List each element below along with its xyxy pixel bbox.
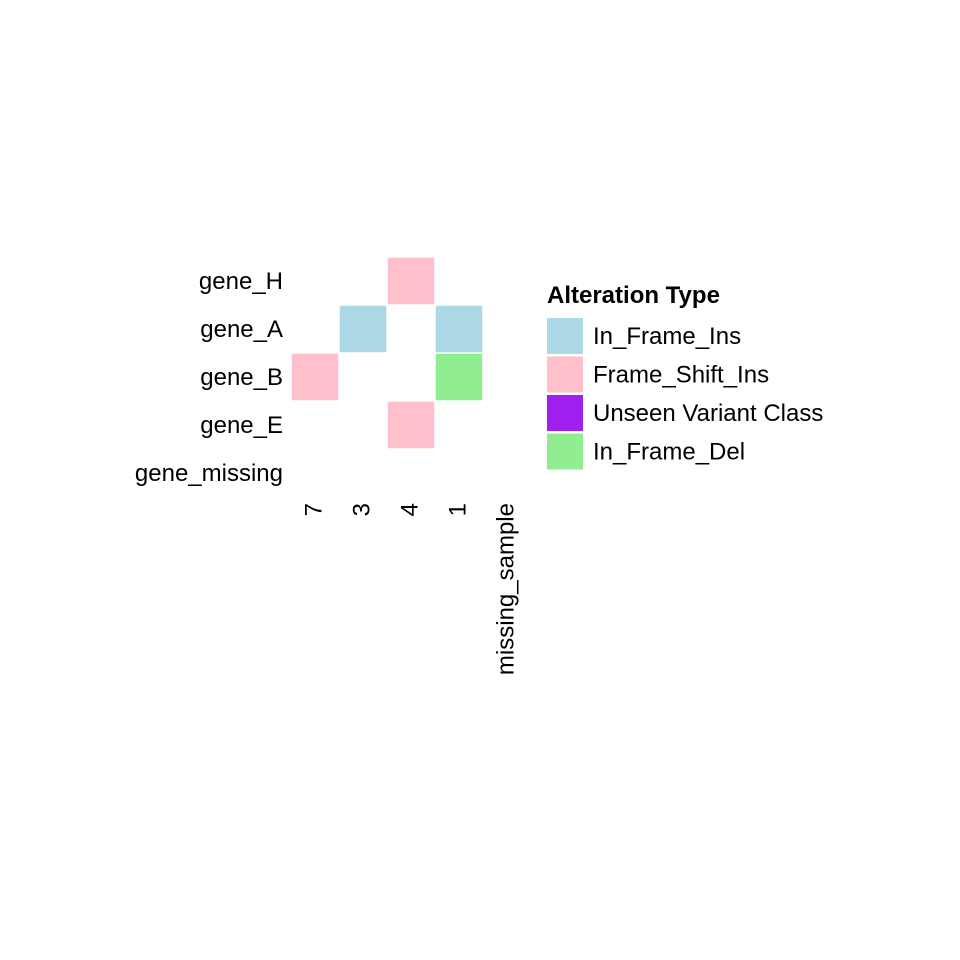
row-label-gene_B: gene_B	[200, 364, 283, 391]
heatmap-cell-gene_B-7	[291, 353, 339, 401]
legend-title: Alteration Type	[547, 282, 720, 309]
row-label-gene_H: gene_H	[199, 268, 283, 295]
row-label-gene_missing: gene_missing	[135, 460, 283, 487]
column-labels: 7 3 4 1 missing_sample	[300, 503, 519, 675]
heatmap-cell-gene_B-1	[435, 353, 483, 401]
legend-swatch-Unseen Variant Class	[547, 395, 583, 431]
legend-swatch-In_Frame_Del	[547, 433, 583, 470]
legend-swatch-In_Frame_Ins	[547, 318, 583, 354]
row-label-gene_E: gene_E	[200, 412, 283, 439]
legend-swatch-Frame_Shift_Ins	[547, 356, 583, 393]
legend-label-Unseen Variant Class: Unseen Variant Class	[593, 400, 823, 427]
column-label-7: 7	[300, 503, 327, 516]
legend-entries: In_Frame_Ins Frame_Shift_Ins Unseen Varian…	[547, 318, 823, 470]
heatmap-cell-gene_A-1	[435, 305, 483, 353]
legend-label-In_Frame_Del: In_Frame_Del	[593, 439, 745, 466]
legend-label-In_Frame_Ins: In_Frame_Ins	[593, 323, 741, 350]
column-label-3: 3	[348, 503, 375, 516]
heatmap-cells	[291, 257, 483, 449]
heatmap-cell-gene_E-4	[387, 401, 435, 449]
row-label-gene_A: gene_A	[200, 316, 283, 343]
row-labels: gene_H gene_A gene_B gene_E gene_missing	[135, 268, 283, 487]
column-label-1: 1	[444, 503, 471, 516]
legend-label-Frame_Shift_Ins: Frame_Shift_Ins	[593, 362, 769, 389]
column-label-4: 4	[396, 503, 423, 516]
heatmap-cell-gene_A-3	[339, 305, 387, 353]
heatmap-cell-gene_H-4	[387, 257, 435, 305]
legend: Alteration Type In_Frame_Ins Frame_Shift_…	[547, 282, 823, 470]
column-label-missing_sample: missing_sample	[492, 503, 519, 675]
